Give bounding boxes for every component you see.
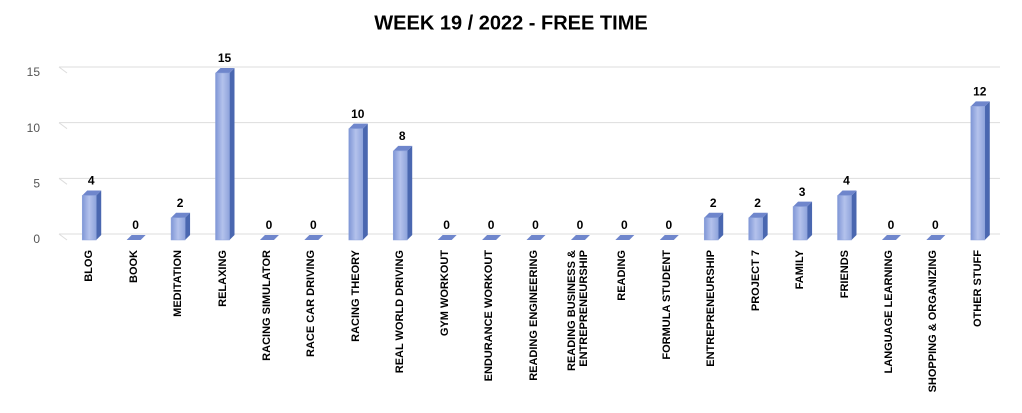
grid-line-floor bbox=[58, 233, 68, 241]
x-tick-label: RACING SIMULATOR bbox=[260, 250, 273, 361]
x-tick-label: BLOG bbox=[83, 250, 96, 282]
value-label: 0 bbox=[532, 218, 539, 232]
bar bbox=[170, 217, 186, 241]
x-tick-label: MEDITATION bbox=[172, 250, 185, 317]
x-tick-label: ENDURANCE WORKOUT bbox=[483, 250, 496, 382]
x-tick-label: FRIENDS bbox=[838, 250, 851, 299]
bar bbox=[81, 195, 97, 241]
bar-side bbox=[229, 68, 235, 240]
bar-top bbox=[393, 145, 413, 151]
bar bbox=[792, 206, 808, 241]
grid-line-floor bbox=[58, 66, 68, 74]
x-tick-label: READING ENGINEERING bbox=[527, 250, 540, 381]
x-tick-label: REAL WORLD DRIVING bbox=[394, 250, 407, 374]
bar-side bbox=[762, 212, 768, 240]
x-tick-label: RACE CAR DRIVING bbox=[305, 250, 318, 357]
x-tick-label: GYM WORKOUT bbox=[438, 250, 451, 337]
bar-side bbox=[96, 190, 102, 240]
value-label: 0 bbox=[577, 218, 584, 232]
value-label: 15 bbox=[218, 51, 232, 65]
bar-side bbox=[185, 212, 191, 240]
bar-top bbox=[526, 235, 546, 240]
x-tick-label: SHOPPING & ORGANIZING bbox=[927, 250, 940, 393]
value-label: 2 bbox=[754, 196, 761, 210]
value-label: 0 bbox=[932, 218, 939, 232]
value-label: 10 bbox=[351, 107, 365, 121]
x-tick-label: READING bbox=[616, 250, 629, 301]
x-tick-label: ENTREPRENEURSHIP bbox=[705, 250, 718, 367]
value-label: 0 bbox=[488, 218, 495, 232]
value-label: 12 bbox=[973, 85, 987, 99]
bar-top bbox=[348, 123, 368, 129]
y-tick-label: 0 bbox=[33, 232, 40, 246]
y-tick-label: 5 bbox=[33, 177, 40, 191]
bar-top bbox=[126, 235, 146, 240]
bar-top bbox=[304, 235, 324, 240]
value-label: 2 bbox=[177, 196, 184, 210]
bar-top bbox=[748, 212, 768, 218]
bar-top bbox=[881, 235, 901, 240]
value-label: 4 bbox=[843, 174, 850, 188]
bar-top bbox=[970, 101, 990, 107]
bar-side bbox=[851, 190, 857, 240]
x-tick-label: FORMULA STUDENT bbox=[660, 250, 673, 360]
x-tick-label: PROJECT 7 bbox=[749, 250, 762, 312]
bar bbox=[970, 106, 986, 241]
bar bbox=[215, 72, 230, 241]
bar bbox=[703, 217, 719, 241]
x-tick-label: RACING THEORY bbox=[349, 250, 362, 342]
value-label: 0 bbox=[132, 218, 139, 232]
value-label: 0 bbox=[266, 218, 273, 232]
bar-top bbox=[171, 212, 191, 218]
bar-side bbox=[362, 123, 368, 240]
bar-top bbox=[82, 190, 102, 196]
x-tick-label: OTHER STUFF bbox=[971, 250, 984, 327]
y-tick-label: 10 bbox=[27, 121, 41, 135]
grid-line-floor bbox=[58, 177, 68, 185]
x-tick-label: RELAXING bbox=[216, 250, 229, 307]
x-tick-label: READING BUSINESS & ENTREPRENEURSHIP bbox=[565, 250, 590, 372]
bar-side bbox=[718, 212, 724, 240]
y-tick-label: 15 bbox=[27, 65, 41, 79]
value-label: 0 bbox=[443, 218, 450, 232]
bar-top bbox=[659, 235, 679, 240]
bar-side bbox=[984, 101, 990, 241]
value-label: 8 bbox=[399, 129, 406, 143]
bar-top bbox=[615, 235, 635, 240]
value-label: 0 bbox=[621, 218, 628, 232]
grid-line-floor bbox=[58, 122, 68, 130]
bar-top bbox=[437, 235, 457, 240]
bar bbox=[348, 128, 364, 241]
value-label: 0 bbox=[665, 218, 672, 232]
bar bbox=[837, 195, 852, 241]
value-label: 0 bbox=[310, 218, 317, 232]
bar-side bbox=[407, 145, 413, 240]
value-label: 2 bbox=[710, 196, 717, 210]
value-label: 4 bbox=[88, 174, 95, 188]
bar-top bbox=[570, 235, 590, 240]
bar-top bbox=[215, 68, 235, 73]
x-tick-label: LANGUAGE LEARNING bbox=[882, 250, 895, 374]
value-label: 3 bbox=[799, 185, 806, 199]
x-tick-label: BOOK bbox=[127, 250, 140, 283]
bar-side bbox=[807, 201, 813, 240]
bar-top bbox=[837, 190, 857, 196]
bar-top bbox=[793, 201, 813, 207]
bar-top bbox=[482, 235, 502, 240]
value-label: 0 bbox=[888, 218, 895, 232]
bar-top bbox=[926, 235, 946, 240]
bar-top bbox=[704, 212, 724, 218]
bar-top bbox=[259, 235, 279, 240]
bar bbox=[392, 150, 408, 241]
x-tick-label: FAMILY bbox=[794, 250, 807, 290]
bar bbox=[748, 217, 763, 241]
chart-title: WEEK 19 / 2022 - FREE TIME bbox=[374, 12, 647, 34]
